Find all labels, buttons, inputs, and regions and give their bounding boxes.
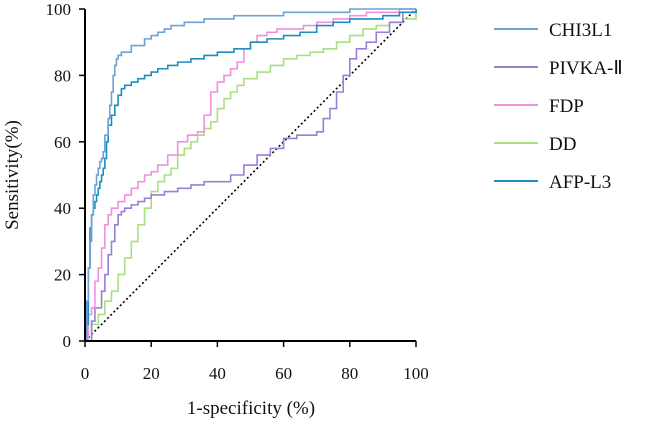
legend-label-pivka: PIVKA-Ⅱ bbox=[549, 58, 623, 79]
series-line-chi3l1 bbox=[85, 8, 416, 342]
x-tick-label: 60 bbox=[275, 364, 292, 383]
x-tick-label: 0 bbox=[81, 364, 90, 383]
x-tick-label: 20 bbox=[143, 364, 160, 383]
legend-label-dd: DD bbox=[549, 134, 576, 155]
y-tick-label: 100 bbox=[46, 0, 72, 19]
y-tick-label: 40 bbox=[54, 199, 71, 218]
series-line-dd bbox=[85, 9, 417, 342]
axes: 0 20 40 60 80 100 0 20 40 60 80 100 bbox=[46, 0, 429, 383]
legend-label-afp-l3: AFP-L3 bbox=[549, 172, 611, 193]
legend-label-fdp: FDP bbox=[549, 96, 584, 117]
y-tick-label: 20 bbox=[54, 266, 71, 285]
plot-area bbox=[84, 8, 417, 342]
y-axis-title: Sensitivity(%) bbox=[2, 120, 23, 230]
x-tick-label: 40 bbox=[209, 364, 226, 383]
x-axis-title: 1-specificity (%) bbox=[187, 398, 315, 419]
x-tick-label: 100 bbox=[403, 364, 429, 383]
legend-label-chi3l1: CHI3L1 bbox=[549, 20, 612, 41]
series-line-afp-l3 bbox=[85, 9, 417, 342]
series-line-pivka bbox=[85, 9, 417, 342]
x-axis-ticks: 0 20 40 60 80 100 bbox=[81, 341, 429, 383]
y-tick-label: 80 bbox=[54, 66, 71, 85]
reference-diagonal-line bbox=[84, 8, 417, 342]
y-axis-ticks: 0 20 40 60 80 100 bbox=[46, 0, 85, 351]
series-line-fdp bbox=[85, 8, 416, 342]
y-tick-label: 60 bbox=[54, 133, 71, 152]
x-tick-label: 80 bbox=[341, 364, 358, 383]
legend: CHI3L1 PIVKA-Ⅱ FDP DD AFP-L3 bbox=[494, 20, 623, 193]
y-tick-label: 0 bbox=[63, 332, 72, 351]
